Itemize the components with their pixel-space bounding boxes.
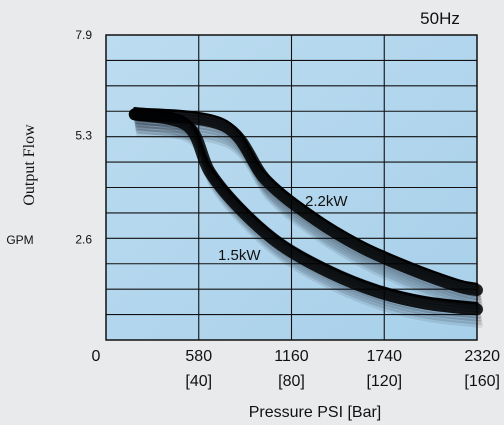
series-line	[133, 107, 479, 286]
curve-bands	[128, 106, 484, 328]
x-tick-label: 2320	[464, 348, 500, 365]
x-tick-label: 1160	[274, 348, 309, 365]
series-core-stroke	[128, 108, 483, 297]
x-tick-sublabel: [160]	[464, 373, 500, 390]
x-axis-label: Pressure PSI [Bar]	[249, 404, 382, 421]
y-axis-label: Output Flow	[21, 124, 38, 206]
y-tick-labels: 7.9 5.3 2.6	[75, 28, 92, 247]
series-band-1-5kW	[128, 106, 483, 328]
frequency-label: 50Hz	[420, 9, 460, 28]
x-tick-sublabel: [80]	[278, 373, 305, 390]
x-tick-label: 1740	[366, 348, 402, 365]
series-label: 1.5kW	[218, 247, 261, 264]
x-tick-sublabel: [40]	[185, 373, 212, 390]
x-tick-label: 0	[92, 348, 101, 365]
x-tick-sublabel: [120]	[366, 373, 402, 390]
x-tick-label: 580	[185, 348, 212, 365]
series-shadow-stroke	[135, 125, 483, 307]
curve-labels: 2.2kW 1.5kW	[218, 193, 348, 264]
series-shadow-stroke	[134, 122, 483, 304]
series-core-stroke	[128, 108, 483, 316]
series-label: 2.2kW	[305, 193, 348, 210]
y-axis-unit: GPM	[6, 233, 33, 247]
y-tick-label: 7.9	[75, 28, 92, 42]
y-tick-label: 2.6	[75, 233, 92, 247]
series-line	[133, 107, 479, 305]
grid-lines	[106, 35, 477, 340]
x-tick-labels: 0 580 [40] 1160 [80] 1740 [120] 2320 [160]	[92, 348, 501, 390]
y-tick-label: 5.3	[75, 128, 92, 142]
